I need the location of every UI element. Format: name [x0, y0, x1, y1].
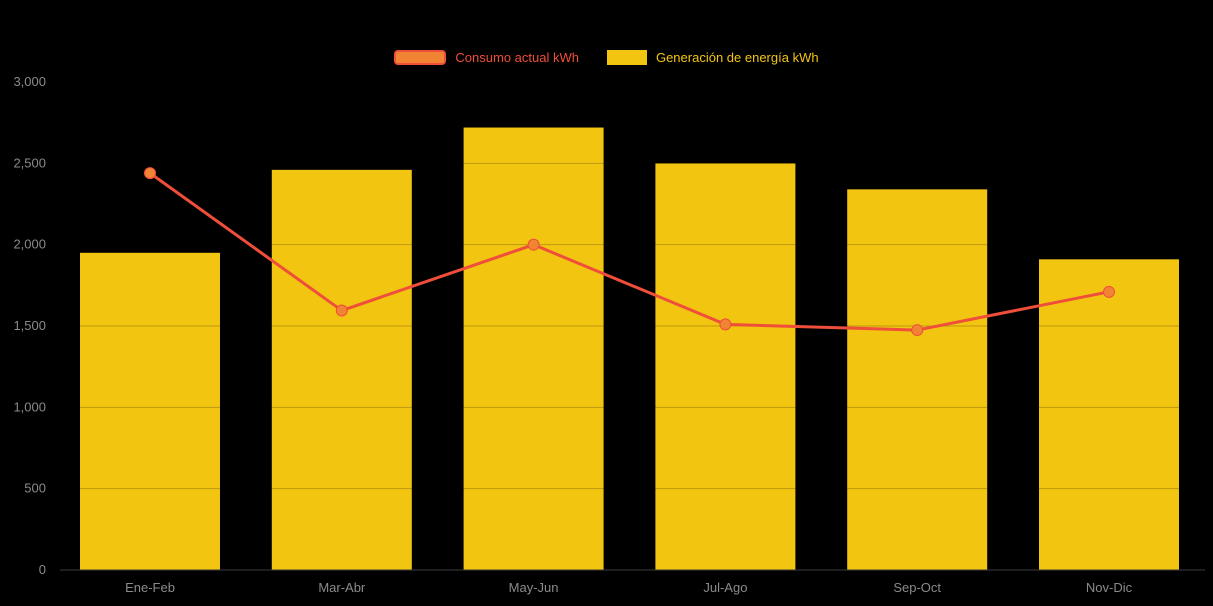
bar-Mar-Abr	[271, 169, 412, 570]
bar-Sep-Oct	[847, 189, 988, 571]
marker-Mar-Abr	[335, 304, 348, 317]
x-label-Sep-Oct: Sep-Oct	[893, 580, 941, 595]
chart-legend: Consumo actual kWh Generación de energía…	[0, 50, 1213, 65]
bar-May-Jun	[463, 127, 604, 571]
x-label-Jul-Ago: Jul-Ago	[703, 580, 747, 595]
line-consumo	[148, 171, 1111, 332]
y-tick-label-1,500: 1,500	[13, 318, 46, 333]
y-tick-label-0: 0	[39, 562, 46, 577]
y-tick-label-3,000: 3,000	[13, 74, 46, 89]
x-label-Nov-Dic: Nov-Dic	[1086, 580, 1133, 595]
x-label-May-Jun: May-Jun	[509, 580, 559, 595]
bar-Nov-Dic	[1039, 259, 1179, 570]
bar-Ene-Feb	[80, 252, 220, 571]
y-tick-label-2,000: 2,000	[13, 237, 46, 252]
legend-label-generacion: Generación de energía kWh	[655, 50, 819, 65]
marker-Ene-Feb	[144, 167, 156, 180]
y-tick-label-1,000: 1,000	[13, 399, 46, 414]
legend-swatch-consumo-icon	[394, 50, 447, 65]
legend-item-consumo[interactable]: Consumo actual kWh	[394, 50, 579, 65]
marker-May-Jun	[527, 238, 540, 251]
bar-Jul-Ago	[655, 163, 796, 571]
x-label-Ene-Feb: Ene-Feb	[125, 580, 175, 595]
legend-label-consumo: Consumo actual kWh	[455, 50, 579, 65]
marker-Nov-Dic	[1103, 285, 1115, 298]
legend-item-generacion[interactable]: Generación de energía kWh	[606, 50, 819, 65]
legend-swatch-generacion-icon	[606, 50, 647, 65]
y-tick-label-500: 500	[24, 481, 46, 496]
marker-Jul-Ago	[719, 318, 732, 331]
marker-Sep-Oct	[911, 324, 924, 337]
x-label-Mar-Abr: Mar-Abr	[318, 580, 366, 595]
y-tick-label-2,500: 2,500	[13, 155, 46, 170]
